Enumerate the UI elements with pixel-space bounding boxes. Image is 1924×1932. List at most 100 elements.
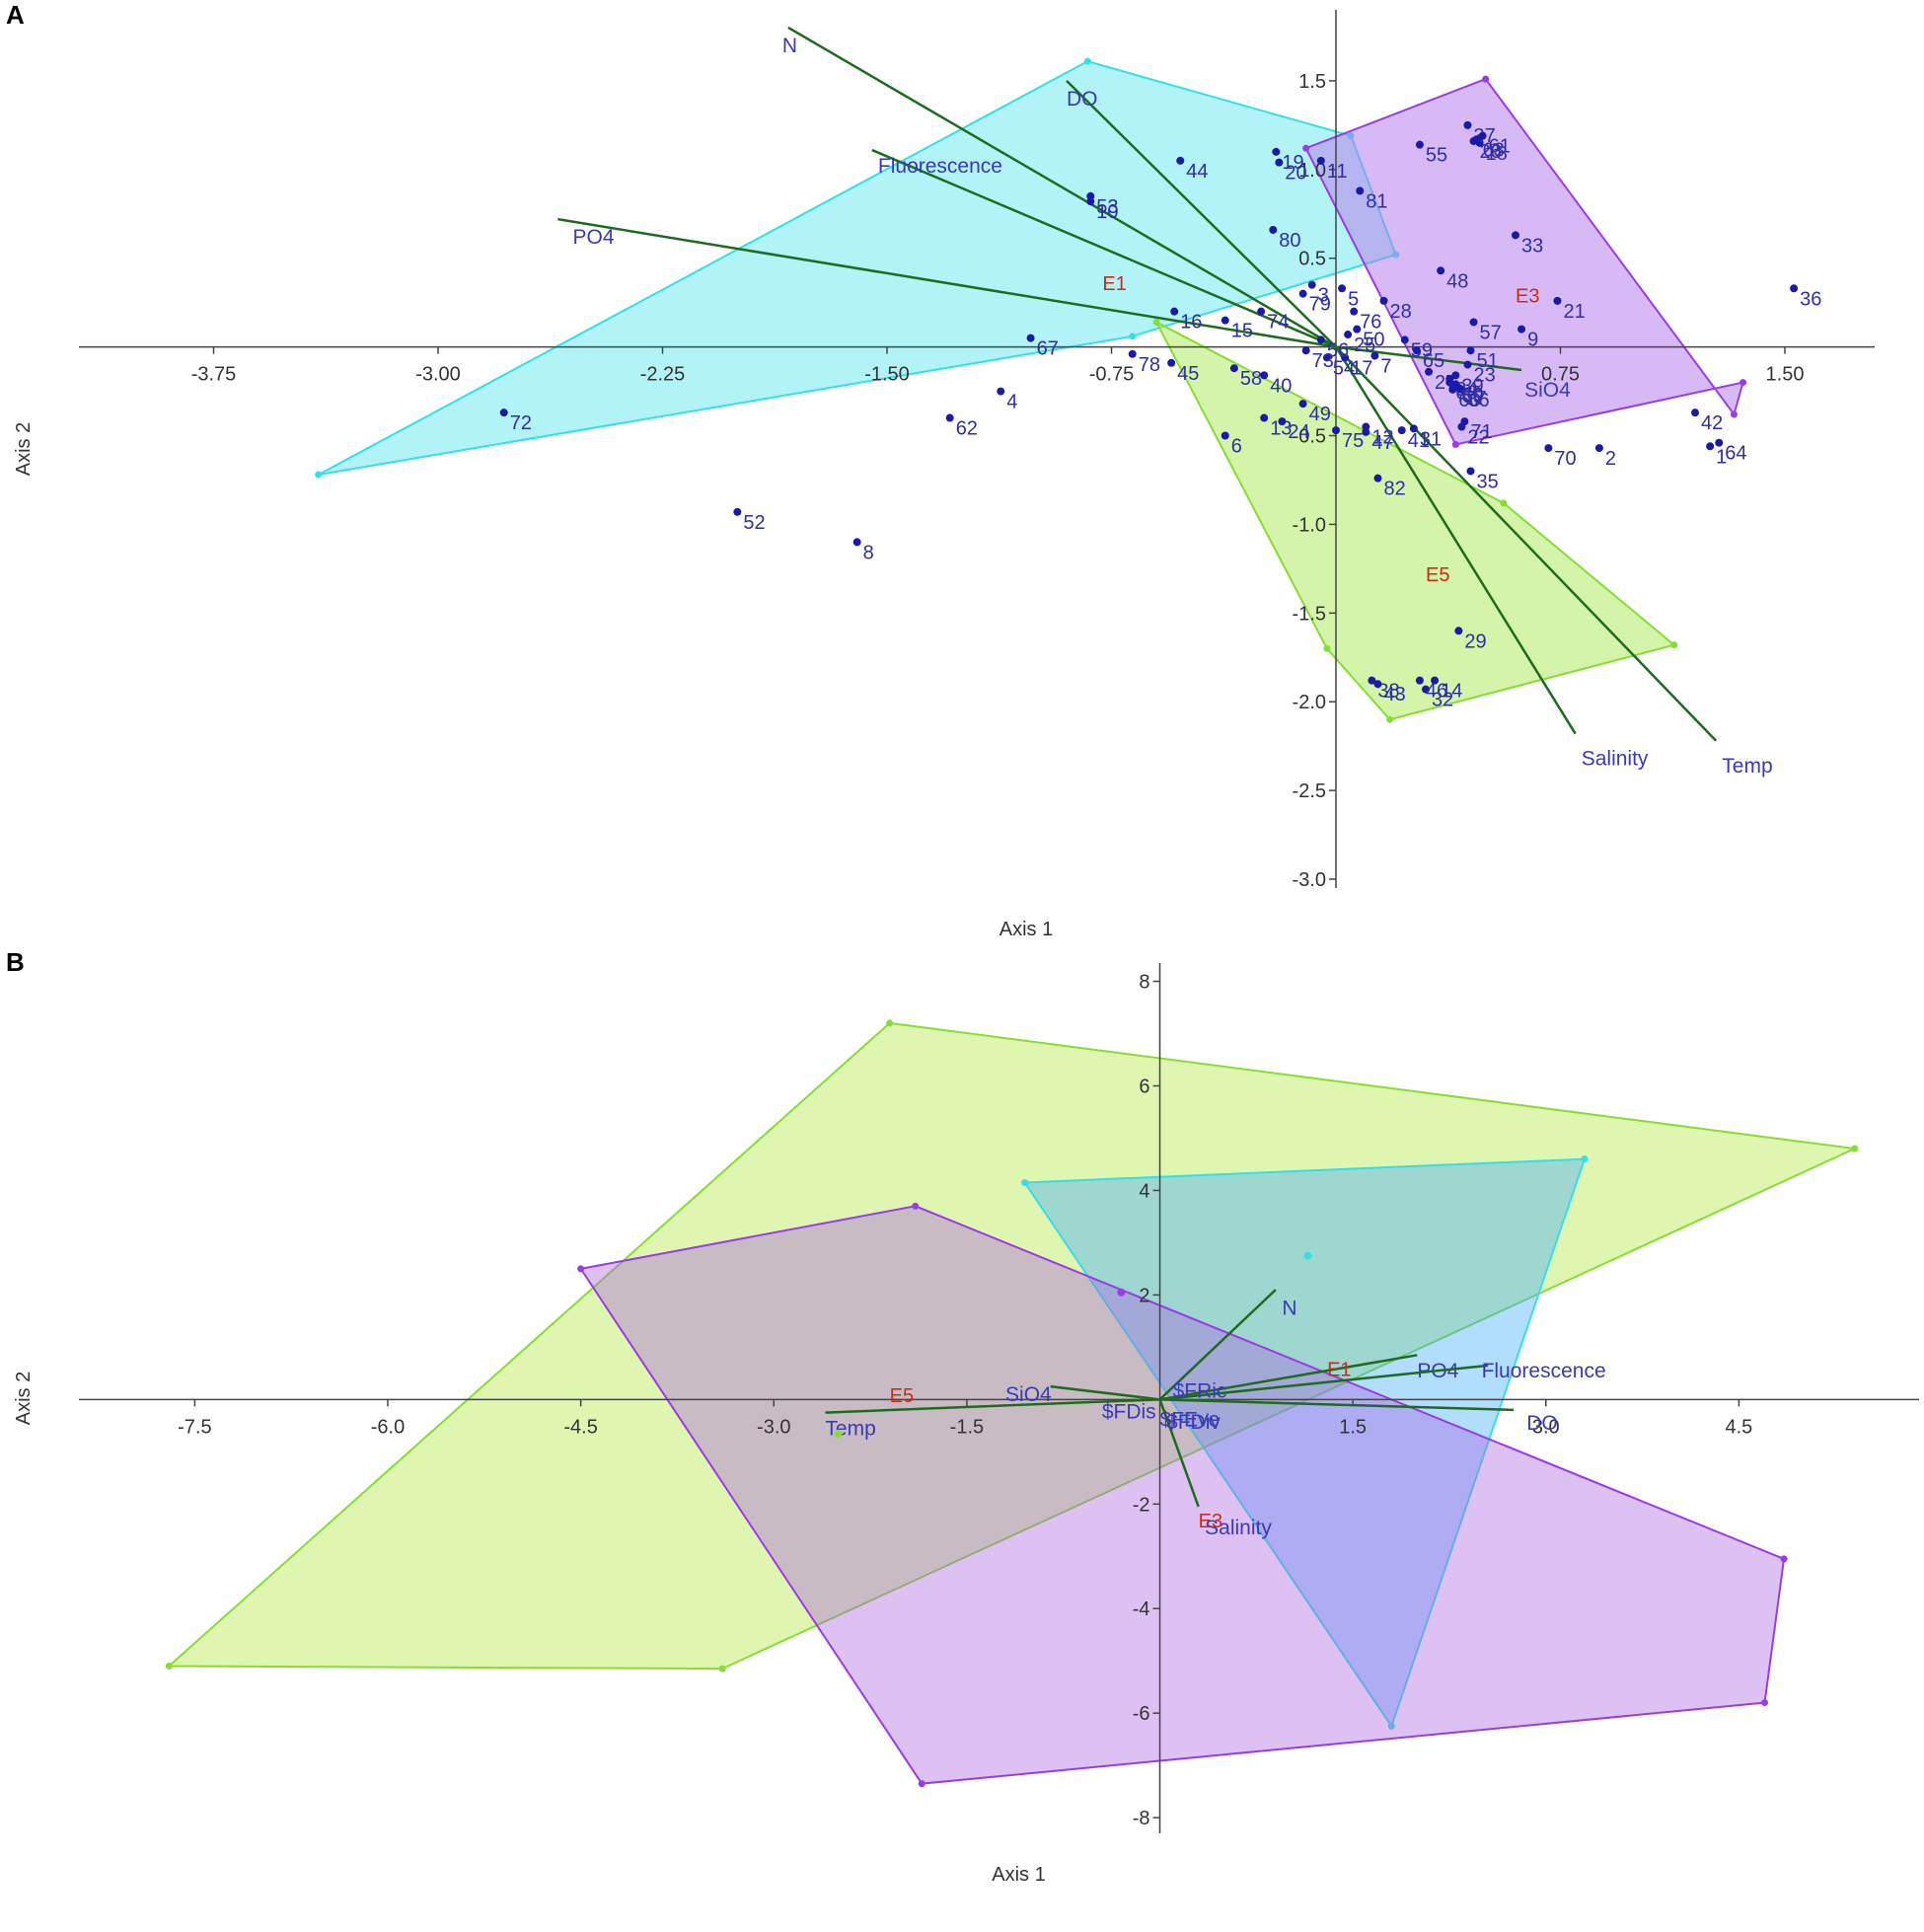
- panel-b-plot: -7.5 -6.0 -4.5 -3.0 -1.5 1.5 3.0 4.5 8 6 4 2 -2 -4 -6 -…: [13, 963, 1919, 1886]
- sample-label-8: 8: [863, 542, 874, 563]
- sample-label-30: 30: [1461, 384, 1483, 406]
- vector-label-do: DO: [1526, 1412, 1558, 1435]
- sample-label-66: 66: [1467, 390, 1489, 411]
- sample-label-63: 63: [1483, 139, 1505, 161]
- sample-label-52: 52: [743, 512, 765, 534]
- sample-point-29: [1454, 627, 1463, 635]
- hull-vertex-e5-0: [886, 1019, 894, 1027]
- hull-vertex-e5-3: [165, 1662, 173, 1670]
- sample-label-10: 10: [1096, 201, 1118, 223]
- sample-point-70: [1544, 444, 1553, 453]
- hull-vertex-e3-3: [1760, 1699, 1768, 1707]
- sample-label-24: 24: [1288, 421, 1309, 443]
- sample-label-17: 17: [1351, 357, 1372, 379]
- sample-point-51: [1466, 346, 1475, 355]
- sample-point-11: [1316, 156, 1325, 165]
- sample-point-20: [1275, 158, 1284, 167]
- group-label-e1: E1: [1102, 273, 1126, 295]
- sample-label-25: 25: [1354, 334, 1375, 356]
- sample-label-80: 80: [1279, 230, 1300, 252]
- extra-point-0: [1117, 1288, 1126, 1297]
- sample-label-36: 36: [1800, 288, 1821, 310]
- hull-vertex-e1-0: [1083, 57, 1091, 65]
- sample-label-60: 60: [1458, 390, 1480, 411]
- sample-point-43: [1373, 680, 1382, 689]
- sample-label-70: 70: [1554, 448, 1576, 470]
- sample-point-40: [1260, 371, 1269, 380]
- sample-point-54: [1322, 353, 1331, 362]
- y-tick-label: 4: [1139, 1180, 1149, 1202]
- sample-point-37: [1463, 120, 1472, 129]
- sample-label-26: 26: [1480, 141, 1502, 163]
- sample-point-31: [1409, 424, 1418, 433]
- hull-vertex-e3-1: [912, 1202, 920, 1210]
- sample-point-45: [1167, 358, 1176, 367]
- sample-label-44: 44: [1186, 161, 1208, 183]
- sample-point-6: [1221, 431, 1229, 440]
- y-tick-label: -8: [1133, 1808, 1150, 1829]
- sample-label-67: 67: [1037, 338, 1059, 360]
- vector-label-sio4: SiO4: [1005, 1383, 1052, 1406]
- sample-point-48: [1437, 266, 1445, 275]
- hull-e1: [1022, 1157, 1587, 1729]
- vector-label-n: N: [1282, 1298, 1296, 1320]
- sample-label-5: 5: [1348, 288, 1359, 310]
- sample-label-2: 2: [1605, 448, 1616, 470]
- sample-label-18: 18: [1486, 143, 1508, 165]
- sample-label-33: 33: [1521, 235, 1543, 257]
- sample-label-23: 23: [1473, 365, 1495, 387]
- y-tick-label: -3.0: [1293, 869, 1326, 891]
- sample-label-58: 58: [1240, 368, 1262, 390]
- sample-label-35: 35: [1477, 471, 1499, 492]
- vector-po4: [1159, 1354, 1418, 1401]
- group-label-e3: E3: [1199, 1511, 1222, 1532]
- panel-b-letter: B: [6, 947, 25, 977]
- sample-label-14: 14: [1441, 681, 1462, 703]
- group-label-e1: E1: [1327, 1359, 1351, 1380]
- sample-label-76: 76: [1360, 312, 1381, 334]
- vector-temp: [1335, 345, 1718, 742]
- sample-point-56: [1316, 335, 1325, 344]
- vector-label-fdiv: $FDiv: [1166, 1411, 1221, 1434]
- sample-label-38: 38: [1377, 681, 1399, 703]
- sample-point-44: [1176, 156, 1185, 165]
- hull-vertex-e1-0: [1021, 1178, 1029, 1186]
- extra-point-2: [834, 1429, 843, 1438]
- sample-point-71: [1460, 417, 1469, 426]
- sample-label-20: 20: [1285, 163, 1306, 185]
- y-tick-label: -2.5: [1293, 780, 1326, 802]
- hull-vertex-e5-2: [718, 1665, 726, 1672]
- sample-label-54: 54: [1333, 357, 1355, 379]
- vector-sio4: [1335, 345, 1522, 372]
- x-tick-label: 1.50: [1766, 364, 1805, 386]
- sample-label-42: 42: [1701, 412, 1723, 434]
- sample-point-35: [1466, 467, 1475, 476]
- vector-label-do: DO: [1067, 88, 1098, 111]
- x-tick-label: -1.5: [950, 1416, 984, 1438]
- vector-label-fluorescence: Fluorescence: [1482, 1360, 1606, 1382]
- sample-label-62: 62: [956, 418, 978, 440]
- sample-label-1: 1: [1716, 446, 1727, 468]
- vector-fluorescence: [1159, 1364, 1489, 1401]
- sample-point-79: [1298, 289, 1307, 298]
- sample-label-51: 51: [1477, 350, 1499, 372]
- sample-label-40: 40: [1270, 375, 1292, 397]
- sample-point-63: [1472, 135, 1481, 144]
- vector-salinity: [1158, 1398, 1200, 1508]
- vector-label-feve: $FEve: [1160, 1409, 1221, 1432]
- sample-label-69: 69: [1461, 386, 1483, 408]
- vector-do: [1066, 80, 1337, 348]
- vector-label-n: N: [782, 35, 797, 57]
- sample-label-12: 12: [1371, 427, 1393, 449]
- vector-do: [1159, 1398, 1515, 1412]
- x-tick-label: 4.5: [1726, 1416, 1753, 1438]
- sample-point-1: [1706, 442, 1715, 451]
- panel-a-plot: -3.75 -3.00 -2.25 -1.50 -0.75 0.75 1.50 1.5 1.0 0…: [13, 10, 1875, 940]
- sample-label-34: 34: [1455, 379, 1477, 401]
- y-tick-label: -6: [1133, 1703, 1150, 1725]
- y-tick-label: -2.0: [1293, 692, 1326, 713]
- vector-label-temp: Temp: [825, 1417, 875, 1440]
- y-tick-label: -1.0: [1293, 514, 1326, 536]
- hull-vertex-e1-2: [1387, 1722, 1395, 1730]
- x-axis-title: Axis 1: [999, 919, 1053, 940]
